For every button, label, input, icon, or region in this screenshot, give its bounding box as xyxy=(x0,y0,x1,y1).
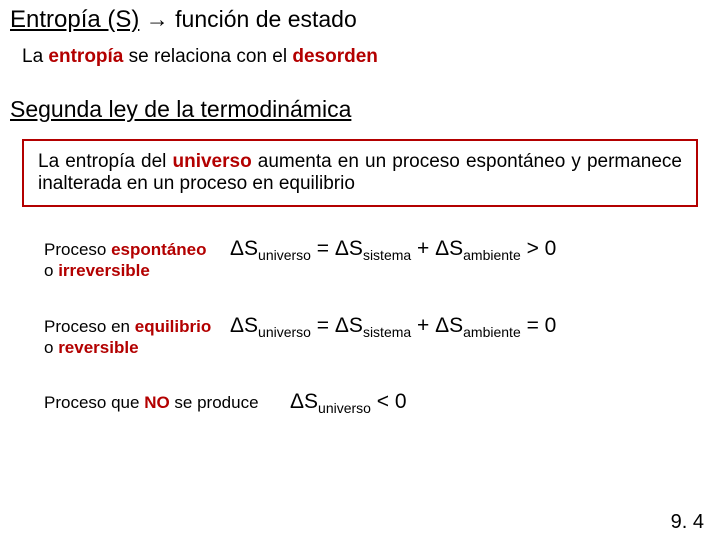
case-spontaneous: Proceso espontáneo o irreversible ΔSuniv… xyxy=(44,237,700,282)
subtitle-mid: se relaciona con el xyxy=(123,46,292,67)
case-not-occur-label: Proceso que NO se produce xyxy=(44,390,290,413)
c3-s1: universo xyxy=(318,400,371,416)
c2-tail: = 0 xyxy=(521,314,557,337)
case-not-occur-equation: ΔSuniverso < 0 xyxy=(290,390,407,416)
c1-mid: o xyxy=(44,261,58,280)
c1-s3: ambiente xyxy=(463,247,521,263)
title-rest: → función de estado xyxy=(139,6,356,32)
c2-s1: universo xyxy=(258,324,311,340)
c1-d1: ΔS xyxy=(230,237,258,260)
c1-hl1: espontáneo xyxy=(111,240,206,259)
c2-mid: o xyxy=(44,338,58,357)
c2-hl1: equilibrio xyxy=(135,317,212,336)
subtitle-hl-entropia: entropía xyxy=(48,46,123,67)
c3-tail: < 0 xyxy=(371,390,407,413)
subtitle-hl-desorden: desorden xyxy=(292,46,378,67)
subtitle-line: La entropía se relaciona con el desorden xyxy=(0,36,720,72)
c1-s1: universo xyxy=(258,247,311,263)
law-hl-universo: universo xyxy=(172,151,251,172)
c2-m1: = ΔS xyxy=(311,314,363,337)
c2-s2: sistema xyxy=(363,324,411,340)
c3-pre: Proceso que xyxy=(44,393,144,412)
c2-s3: ambiente xyxy=(463,324,521,340)
page-number: 9. 4 xyxy=(671,511,704,534)
title-entropy: Entropía (S) xyxy=(10,6,139,33)
c2-m2: + ΔS xyxy=(411,314,463,337)
c2-d1: ΔS xyxy=(230,314,258,337)
c3-d1: ΔS xyxy=(290,390,318,413)
c2-hl2: reversible xyxy=(58,338,138,357)
slide-title: Entropía (S) → función de estado xyxy=(0,0,720,36)
c3-post: se produce xyxy=(170,393,259,412)
case-equilibrium-equation: ΔSuniverso = ΔSsistema + ΔSambiente = 0 xyxy=(230,314,556,340)
case-equilibrium: Proceso en equilibrio o reversible ΔSuni… xyxy=(44,314,700,359)
c1-pre: Proceso xyxy=(44,240,111,259)
c2-pre: Proceso en xyxy=(44,317,135,336)
c3-hl: NO xyxy=(144,393,170,412)
case-spontaneous-label: Proceso espontáneo o irreversible xyxy=(44,237,230,282)
cases-container: Proceso espontáneo o irreversible ΔSuniv… xyxy=(0,237,720,416)
second-law-box: La entropía del universo aumenta en un p… xyxy=(22,139,698,207)
case-spontaneous-equation: ΔSuniverso = ΔSsistema + ΔSambiente > 0 xyxy=(230,237,556,263)
c1-s2: sistema xyxy=(363,247,411,263)
c1-hl2: irreversible xyxy=(58,261,150,280)
c1-m1: = ΔS xyxy=(311,237,363,260)
subtitle-pre: La xyxy=(22,46,48,67)
law-pre: La entropía del xyxy=(38,151,172,172)
case-equilibrium-label: Proceso en equilibrio o reversible xyxy=(44,314,230,359)
c1-tail: > 0 xyxy=(521,237,557,260)
section-heading: Segunda ley de la termodinámica xyxy=(0,72,720,129)
case-not-occur: Proceso que NO se produce ΔSuniverso < 0 xyxy=(44,390,700,416)
c1-m2: + ΔS xyxy=(411,237,463,260)
